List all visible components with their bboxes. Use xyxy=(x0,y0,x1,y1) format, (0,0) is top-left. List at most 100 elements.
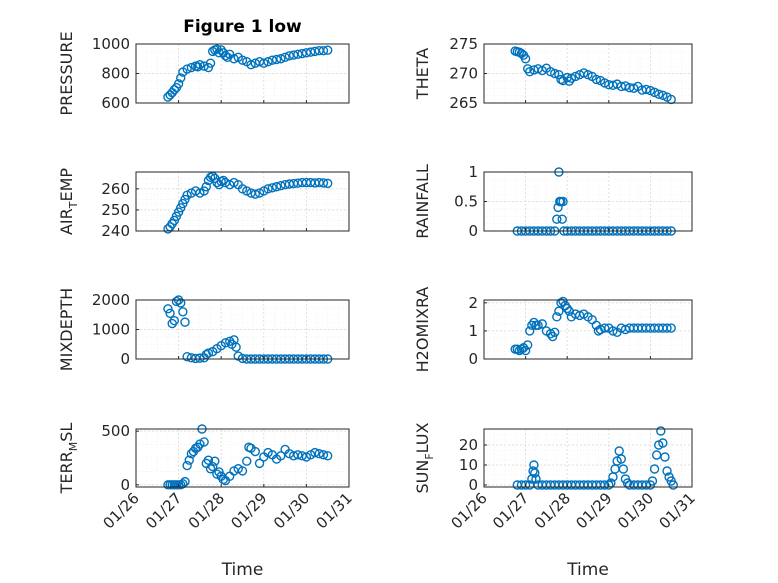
data-point xyxy=(550,327,560,338)
data-point xyxy=(618,464,629,474)
y-tick-label: 600 xyxy=(101,94,130,112)
x-tick-label: 01/26 xyxy=(448,489,491,532)
series-terr_msl xyxy=(163,424,333,490)
subplot-h2omixra: 0 1 2 H2OMIXRA xyxy=(413,287,693,373)
data-point xyxy=(570,71,581,82)
y-axis-label: AIRTEMP xyxy=(57,168,80,235)
y-tick-label: 2000 xyxy=(92,291,130,309)
y-tick-label: 250 xyxy=(101,201,130,219)
x-tick-label: 01/30 xyxy=(270,489,313,532)
data-point xyxy=(525,67,535,77)
data-point xyxy=(193,62,203,72)
data-point xyxy=(284,51,295,61)
axes-background xyxy=(136,429,349,487)
y-tick-label: 260 xyxy=(101,180,130,198)
data-point xyxy=(173,79,184,89)
data-point xyxy=(318,178,329,188)
data-point xyxy=(250,446,260,457)
data-point xyxy=(645,85,656,96)
data-point xyxy=(178,307,188,317)
data-point xyxy=(530,468,540,478)
data-point xyxy=(662,466,672,476)
data-point xyxy=(558,196,568,207)
data-point xyxy=(276,180,286,191)
data-point xyxy=(314,449,324,459)
data-point xyxy=(525,326,535,336)
data-point xyxy=(608,326,618,336)
data-point xyxy=(647,476,658,486)
data-point xyxy=(656,426,666,436)
data-point xyxy=(250,189,260,199)
data-point xyxy=(271,182,282,192)
data-point xyxy=(203,62,214,73)
data-point xyxy=(562,303,572,314)
data-point xyxy=(182,64,192,74)
x-tick-label: 01/28 xyxy=(531,489,574,532)
series-air_temp xyxy=(163,171,333,234)
y-tick-label: 1 xyxy=(468,322,478,340)
data-point xyxy=(660,452,670,462)
data-point xyxy=(210,456,220,466)
data-point xyxy=(520,345,531,356)
data-point xyxy=(522,340,533,350)
y-tick-label: 20 xyxy=(459,436,478,454)
y-tick-label: 265 xyxy=(449,94,478,112)
data-point xyxy=(276,451,286,461)
data-point xyxy=(171,296,182,307)
data-point xyxy=(176,73,186,83)
data-point xyxy=(599,78,610,88)
data-point xyxy=(545,67,556,77)
data-point xyxy=(531,474,541,484)
data-point xyxy=(293,450,303,460)
data-point xyxy=(552,312,562,322)
y-axis-label: TERRMSL xyxy=(57,423,80,495)
data-point xyxy=(237,466,248,476)
data-point xyxy=(658,90,668,101)
data-point xyxy=(310,447,320,458)
data-point xyxy=(528,466,538,476)
y-axis-label: H2OMIXRA xyxy=(413,287,432,373)
axes-frame xyxy=(483,428,693,488)
series-theta xyxy=(510,46,676,105)
subplot-theta: 265 270 275 THETA xyxy=(413,35,693,112)
data-point xyxy=(203,348,214,358)
y-axis-label: PRESSURE xyxy=(57,31,76,115)
series-pressure xyxy=(163,44,333,102)
data-point xyxy=(591,74,602,85)
y-tick-label: 2 xyxy=(468,294,478,312)
subplot-mixdepth: 0 1000 2000 MIXDEPTH xyxy=(57,288,350,371)
data-point xyxy=(323,45,333,55)
series-h2omixra xyxy=(510,296,676,356)
data-point xyxy=(557,214,567,224)
x-axis-label: Time xyxy=(566,560,609,580)
data-point xyxy=(169,315,180,326)
data-point xyxy=(180,476,190,487)
axes-frame xyxy=(135,171,350,232)
subplot-air_temp: 240 250 260 AIRTEMP xyxy=(57,168,350,240)
y-tick-label: 0 xyxy=(468,350,478,368)
data-point xyxy=(267,183,278,193)
data-point xyxy=(205,464,216,474)
data-point xyxy=(288,50,299,60)
data-point xyxy=(280,52,290,62)
y-tick-label: 270 xyxy=(449,65,478,83)
y-tick-label: 0.5 xyxy=(454,193,478,211)
data-point xyxy=(323,451,333,461)
data-point xyxy=(583,69,593,80)
data-point xyxy=(620,81,631,91)
data-point xyxy=(271,54,282,65)
data-point xyxy=(237,55,248,65)
data-point xyxy=(207,461,218,472)
data-point xyxy=(527,320,537,330)
data-point xyxy=(599,323,610,333)
data-point xyxy=(616,454,626,464)
y-axis-label: SUNFLUX xyxy=(413,422,436,493)
y-tick-label: 0 xyxy=(120,476,130,494)
y-tick-label: 0 xyxy=(468,222,478,240)
data-point xyxy=(229,54,239,64)
data-point xyxy=(186,62,197,73)
data-point xyxy=(180,317,190,327)
data-point xyxy=(651,450,662,460)
data-point xyxy=(520,54,531,64)
